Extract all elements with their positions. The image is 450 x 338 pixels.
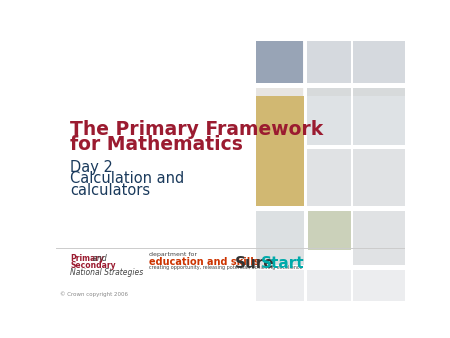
Bar [304, 88, 306, 206]
Bar [308, 212, 351, 250]
Bar [256, 96, 304, 206]
Text: for Mathematics: for Mathematics [70, 135, 243, 153]
Bar [306, 88, 405, 145]
Bar [256, 88, 303, 96]
Bar [256, 41, 405, 301]
Bar [351, 41, 353, 301]
Text: Secondary: Secondary [70, 261, 116, 270]
Bar [306, 212, 308, 265]
Text: calculators: calculators [70, 183, 150, 198]
Bar [306, 149, 405, 206]
Bar [304, 41, 306, 83]
Text: creating opportunity, releasing potential, achieving excellence: creating opportunity, releasing potentia… [149, 265, 303, 270]
Text: National Strategies: National Strategies [70, 268, 144, 277]
Bar [352, 212, 405, 265]
Bar [308, 250, 351, 265]
Text: © Crown copyright 2006: © Crown copyright 2006 [60, 291, 128, 297]
Text: The Primary Framework: The Primary Framework [70, 120, 324, 139]
Bar [256, 41, 303, 83]
Bar [304, 88, 306, 96]
Text: Calculation and: Calculation and [70, 171, 184, 187]
Text: and: and [90, 254, 107, 263]
Text: Day 2: Day 2 [70, 160, 113, 175]
Bar [306, 41, 405, 83]
Bar [306, 88, 405, 96]
Text: education and skills: education and skills [149, 257, 260, 267]
Bar [256, 212, 304, 265]
Text: Sure: Sure [234, 256, 274, 271]
Bar [256, 265, 405, 270]
Bar [256, 83, 405, 88]
Text: department for: department for [149, 251, 197, 257]
Text: Start: Start [261, 256, 305, 271]
Bar [306, 145, 405, 149]
Bar [304, 41, 306, 301]
Text: Primary: Primary [70, 254, 104, 263]
Bar [256, 270, 405, 301]
Bar [256, 206, 405, 212]
